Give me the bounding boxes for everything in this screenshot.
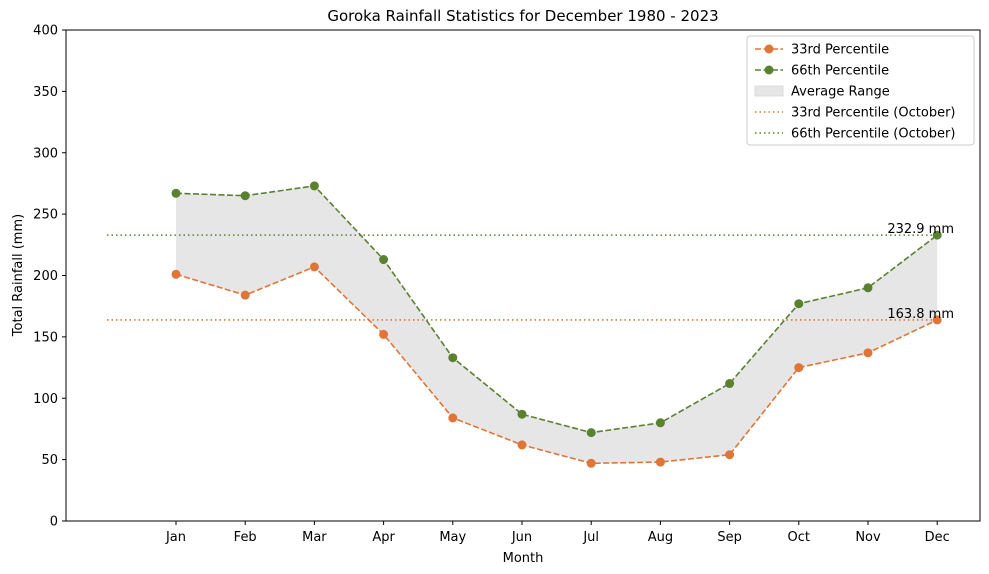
legend-entry-label: 33rd Percentile (October) (791, 106, 955, 121)
y-tick-label: 0 (50, 515, 58, 530)
y-tick-label: 250 (33, 208, 58, 223)
point-33rd-nov (863, 348, 873, 358)
reference-annotation-66th: 232.9 mm (887, 222, 954, 237)
point-33rd-feb (240, 290, 250, 300)
point-33rd-apr (379, 329, 389, 339)
point-66th-sep (725, 379, 735, 389)
average-range-area (176, 185, 938, 464)
legend-swatch-marker (764, 44, 774, 54)
x-tick-label-oct: Oct (788, 530, 810, 545)
y-tick-label: 100 (33, 392, 58, 407)
legend-swatch-marker (764, 65, 774, 75)
legend-swatch-band (754, 85, 784, 97)
x-tick-label-dec: Dec (925, 530, 950, 545)
x-tick-label-jan: Jan (165, 530, 186, 545)
point-66th-feb (240, 191, 250, 201)
average-range-band (176, 185, 938, 464)
legend-entry-label: 33rd Percentile (791, 43, 889, 58)
legend-entry-label: Average Range (791, 85, 890, 100)
y-tick-label: 200 (33, 269, 58, 284)
point-66th-nov (863, 283, 873, 293)
x-tick-label-jun: Jun (511, 530, 532, 545)
y-axis-label: Total Rainfall (mm) (11, 214, 26, 337)
point-66th-aug (655, 418, 665, 428)
x-tick-label-sep: Sep (717, 530, 742, 545)
series-line-66th (175, 185, 938, 434)
reference-lines (107, 234, 940, 321)
point-33rd-jul (586, 458, 596, 468)
legend-entry-label: 66th Percentile (October) (791, 127, 955, 142)
point-66th-apr (379, 255, 389, 265)
x-tick-label-mar: Mar (302, 530, 327, 545)
series-lines (171, 181, 942, 468)
x-tick-label-feb: Feb (234, 530, 257, 545)
point-33rd-jun (517, 440, 527, 450)
point-66th-mar (309, 181, 319, 191)
point-33rd-oct (794, 363, 804, 373)
chart-title: Goroka Rainfall Statistics for December … (327, 7, 718, 25)
y-tick-label: 300 (33, 146, 58, 161)
point-33rd-aug (655, 457, 665, 467)
point-33rd-sep (725, 450, 735, 460)
x-tick-label-aug: Aug (648, 530, 673, 545)
axes: 0 50 100 150 200 250 300 350 400 Jan Feb Mar Apr May J… (33, 24, 981, 545)
y-tick-label: 400 (33, 24, 58, 39)
legend-box (746, 35, 975, 146)
x-tick-label-may: May (439, 530, 466, 545)
point-66th-jul (586, 428, 596, 438)
series-line-33rd (175, 265, 938, 465)
reference-annotation-33rd: 163.8 mm (887, 307, 954, 322)
point-66th-dec (932, 230, 942, 240)
point-33rd-dec (932, 315, 942, 325)
point-66th-may (448, 353, 458, 363)
x-axis-label: Month (503, 551, 544, 566)
legend-entry-label: 66th Percentile (791, 64, 889, 79)
point-33rd-jan (171, 269, 181, 279)
point-33rd-mar (309, 262, 319, 272)
x-tick-label-apr: Apr (372, 530, 395, 545)
x-tick-label-nov: Nov (855, 530, 881, 545)
point-66th-jun (517, 409, 527, 419)
point-66th-oct (794, 299, 804, 309)
x-tick-label-jul: Jul (582, 530, 599, 545)
annotations: 163.8 mm 232.9 mm (887, 222, 954, 322)
y-tick-label: 350 (33, 85, 58, 100)
y-tick-label: 50 (41, 453, 58, 468)
point-66th-jan (171, 188, 181, 198)
legend: 33rd Percentile 66th Percentile Average Ra… (746, 35, 975, 146)
point-33rd-may (448, 413, 458, 423)
y-tick-label: 150 (33, 330, 58, 345)
